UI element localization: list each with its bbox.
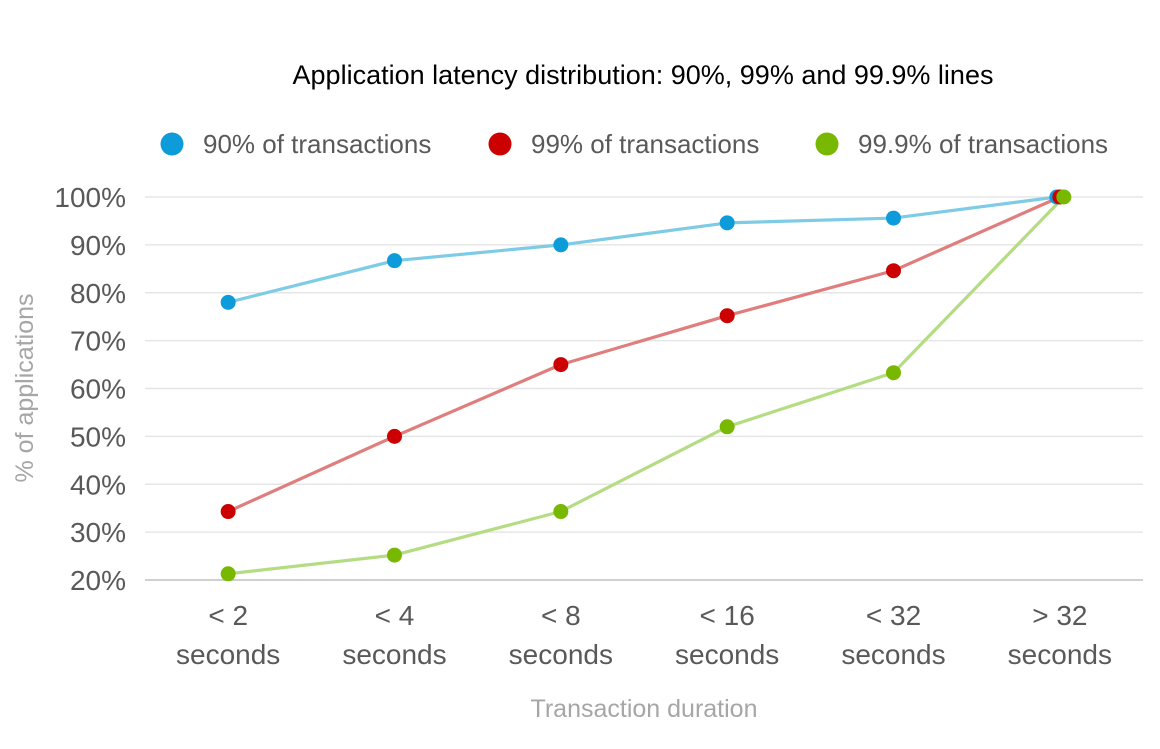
data-point [1056,189,1072,205]
y-tick-label: 100% [54,182,126,213]
y-axis-label: % of applications [11,293,39,482]
data-point [719,215,735,231]
chart-title: Application latency distribution: 90%, 9… [293,60,994,90]
series-line [227,195,1058,304]
data-point [220,566,236,582]
x-tick-label: < 8 [541,600,581,631]
data-point [387,428,402,444]
x-tick-label: > 32 [1032,600,1087,631]
data-point [886,263,901,279]
data-point [719,308,735,324]
y-tick-label: 40% [70,469,126,500]
y-tick-label: 70% [70,326,126,357]
x-tick-label: seconds [176,639,280,670]
x-tick-label: < 32 [866,600,921,631]
series-line [227,195,1061,513]
data-point [886,365,901,381]
y-axis-ticks: 20% 30% 40% 50% 60% 70% 80% 90% 100% [54,182,126,596]
data-point [719,419,735,435]
x-axis-label: Transaction duration [531,695,758,723]
y-tick-label: 30% [70,517,126,548]
data-point [387,253,402,269]
x-tick-label: < 4 [375,600,415,631]
x-tick-label: seconds [841,639,945,670]
y-tick-label: 60% [70,374,126,405]
y-tick-label: 50% [70,421,126,452]
y-tick-label: 80% [70,278,126,309]
legend-label: 90% of transactions [203,129,431,159]
data-point [220,504,236,520]
legend-marker [160,132,184,156]
y-tick-label: 90% [70,230,126,261]
data-point [553,357,569,373]
x-tick-label: seconds [1008,639,1112,670]
x-tick-label: < 2 [208,600,248,631]
legend-marker [815,132,839,156]
x-axis-ticks: < 2 seconds < 4 seconds < 8 seconds < 16 second… [176,600,1112,670]
x-tick-label: seconds [509,639,613,670]
data-point [886,210,901,226]
x-tick-label: seconds [342,639,446,670]
data-point [387,547,402,563]
legend: 90% of transactions 99% of transactions 99… [160,129,1108,159]
data-point [553,504,569,520]
x-tick-label: < 16 [700,600,755,631]
series-line [228,195,1065,576]
data-point [553,237,569,253]
legend-label: 99.9% of transactions [858,129,1108,159]
legend-marker [488,132,512,156]
y-tick-label: 20% [70,565,126,596]
legend-label: 99% of transactions [531,129,759,159]
data-point [220,294,236,310]
x-tick-label: seconds [675,639,779,670]
series-group [220,189,1072,582]
